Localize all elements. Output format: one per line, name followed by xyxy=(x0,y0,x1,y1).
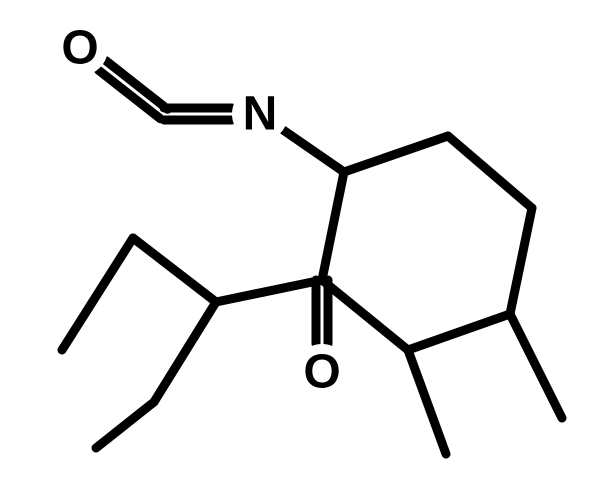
bond xyxy=(510,208,532,314)
bond xyxy=(408,350,446,454)
bond xyxy=(322,280,408,350)
bond xyxy=(510,314,562,418)
bond xyxy=(322,172,344,280)
bond xyxy=(408,314,510,350)
atom-label-N: N xyxy=(243,88,278,141)
bond xyxy=(216,280,322,302)
bond xyxy=(344,136,448,172)
atom-halo-layer xyxy=(52,20,350,400)
bond xyxy=(154,302,216,402)
bond xyxy=(283,130,344,172)
chemical-structure-diagram: O N O xyxy=(0,0,614,502)
bond xyxy=(448,136,532,208)
bond xyxy=(62,238,133,350)
bond xyxy=(133,238,216,302)
bond xyxy=(96,402,154,448)
atom-label-O: O xyxy=(61,22,98,75)
atom-label-O: O xyxy=(303,346,340,399)
